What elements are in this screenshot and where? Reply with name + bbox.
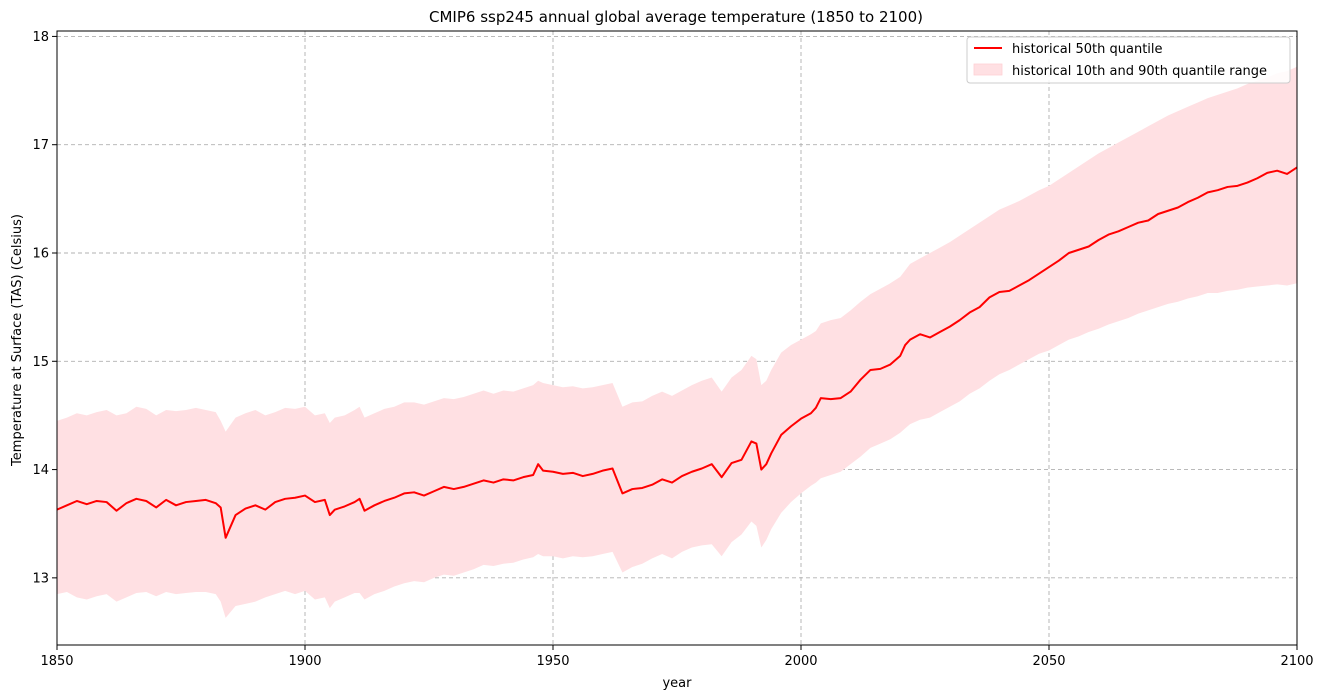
x-axis-ticks: 1850 1900 1950 2000 2050 2100 — [40, 645, 1314, 669]
quantile-band-layer — [57, 66, 1297, 618]
x-tick-label-2000: 2000 — [784, 654, 817, 669]
y-tick-label-18: 18 — [32, 30, 49, 45]
legend-label-band: historical 10th and 90th quantile range — [1012, 64, 1267, 79]
legend-label-median: historical 50th quantile — [1012, 42, 1163, 57]
quantile-band-area — [57, 66, 1297, 618]
plot-frame — [56, 30, 1298, 646]
y-axis-title: Temperature at Surface (TAS) (Celsius) — [10, 214, 25, 467]
x-tick-label-2050: 2050 — [1032, 654, 1065, 669]
legend-swatch-band — [973, 63, 1003, 76]
x-tick-label-2100: 2100 — [1280, 654, 1313, 669]
median-line-layer — [56, 166, 1298, 539]
y-tick-label-14: 14 — [32, 463, 49, 478]
legend: historical 50th quantile historical 10th… — [966, 36, 1291, 84]
y-tick-label-16: 16 — [32, 246, 49, 261]
y-axis-ticks: 13 14 15 16 17 18 — [32, 30, 57, 586]
median-series-line — [56, 166, 1298, 539]
x-tick-label-1850: 1850 — [40, 654, 73, 669]
y-tick-label-15: 15 — [32, 355, 49, 370]
chart-title: CMIP6 ssp245 annual global average tempe… — [429, 8, 923, 26]
legend-box — [966, 36, 1291, 84]
x-axis-title: year — [662, 676, 692, 691]
y-tick-label-13: 13 — [32, 571, 49, 586]
x-tick-label-1900: 1900 — [288, 654, 321, 669]
y-tick-label-17: 17 — [32, 138, 49, 153]
x-tick-label-1950: 1950 — [536, 654, 569, 669]
